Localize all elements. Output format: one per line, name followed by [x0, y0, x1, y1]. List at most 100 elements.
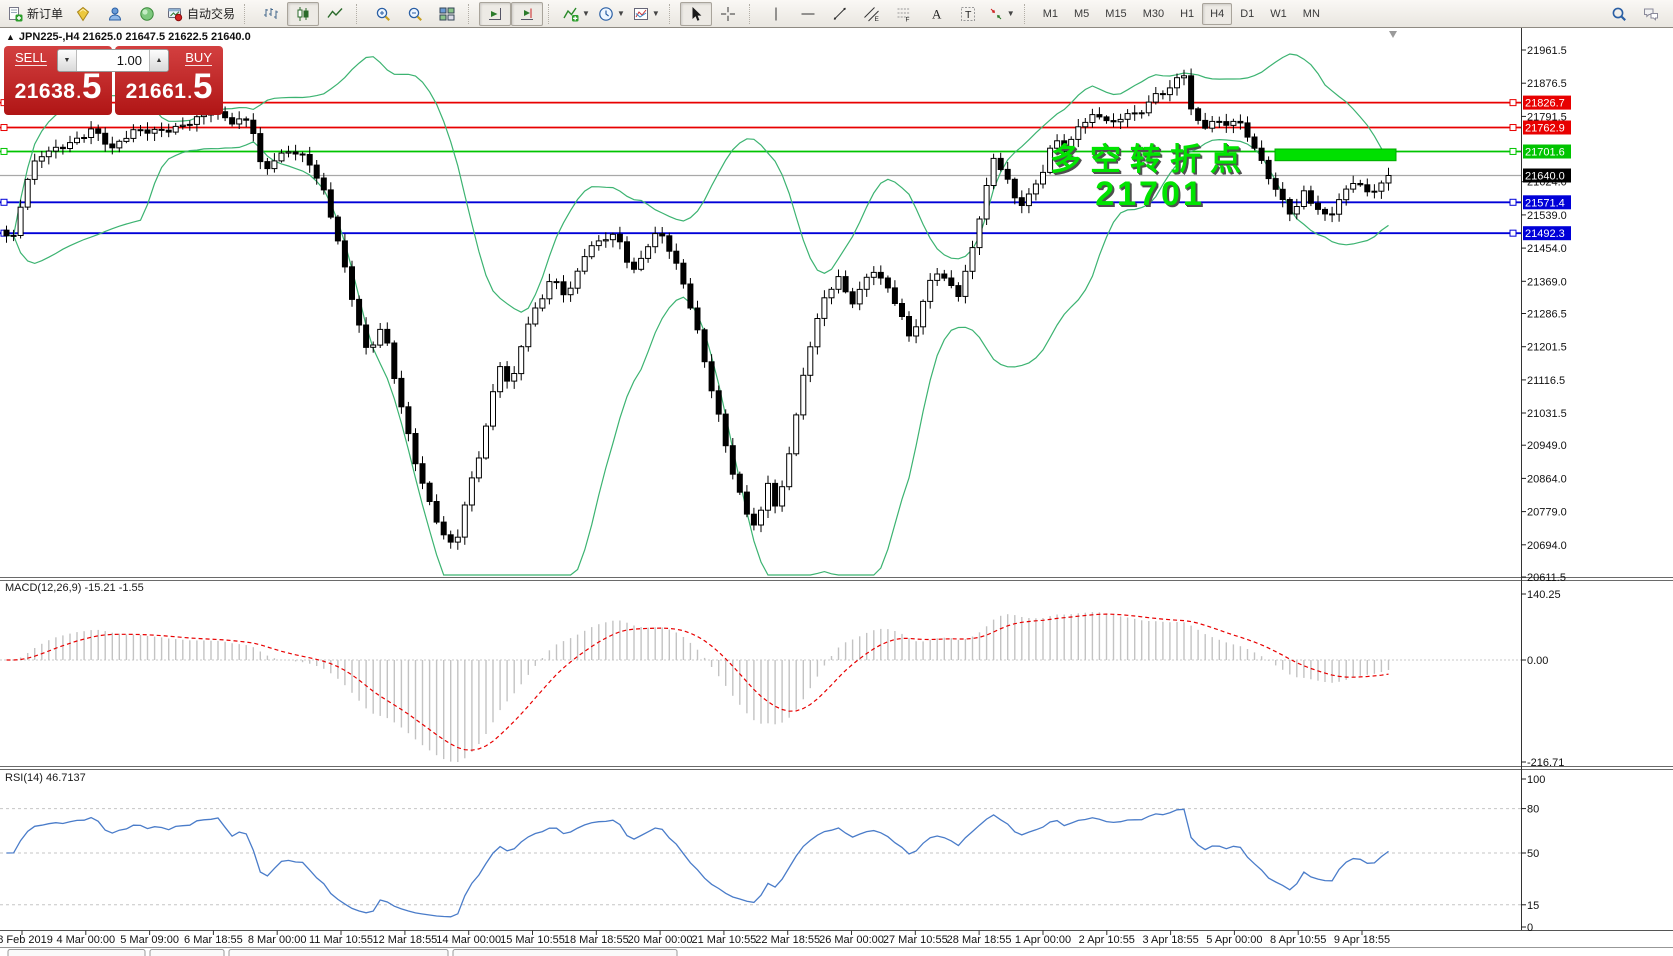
auto-trading-label: 自动交易: [187, 7, 236, 21]
auto-trading-button[interactable]: 自动交易: [163, 2, 239, 26]
trend-line-button[interactable]: [824, 2, 856, 26]
timeframe-mn-button[interactable]: MN: [1302, 7, 1320, 20]
timeframe-w1-button[interactable]: W1: [1270, 7, 1287, 20]
date-tick-label: 5 Mar 09:00: [120, 934, 179, 946]
support-zone-rect[interactable]: [1274, 148, 1397, 162]
chat-button[interactable]: [1635, 2, 1667, 26]
date-tick-label: 11 Mar 10:55: [309, 934, 373, 946]
robot-icon: [168, 7, 183, 21]
status-bar-segment: [7, 949, 146, 956]
vline-icon: [775, 7, 777, 20]
dropdown-arrow-icon[interactable]: ▼: [651, 9, 660, 18]
svg-text:E: E: [874, 16, 879, 22]
text-label-button[interactable]: T: [952, 2, 984, 26]
arrows-icon: [990, 8, 1002, 19]
status-bar-segment: [149, 949, 225, 956]
dropdown-arrow-icon[interactable]: ▼: [616, 9, 625, 18]
zoom-in-button[interactable]: [367, 2, 399, 26]
new-order-button[interactable]: 新订单: [3, 2, 67, 26]
date-tick-label: 21 Mar 10:55: [691, 934, 756, 946]
buy-price-main: 21661: [125, 80, 187, 103]
macd-histogram: [19, 612, 1390, 762]
volume-decrease-button[interactable]: ▼: [58, 50, 77, 71]
tline-icon: [833, 7, 846, 20]
one-click-trading-panel: SELL 21638.5 BUY 21661.5 ▼ ▲: [4, 46, 223, 115]
timeframe-m30-button[interactable]: M30: [1142, 7, 1165, 20]
date-tick-label: 1 Apr 00:00: [1015, 934, 1071, 946]
text-button[interactable]: A: [920, 2, 952, 26]
rsi-label: RSI(14) 46.7137: [5, 772, 86, 784]
timeframe-m5-button[interactable]: M5: [1074, 7, 1090, 20]
candlestick-chart-button[interactable]: [287, 1, 320, 26]
toolbar-separator: [244, 3, 251, 24]
dropdown-arrow-icon[interactable]: ▼: [582, 9, 590, 18]
crosshair-button[interactable]: [712, 2, 744, 26]
labelT-icon: T: [960, 6, 975, 21]
horizontal-line-21492.3[interactable]: [0, 229, 1521, 237]
volume-input[interactable]: [77, 50, 149, 71]
indicator-axes[interactable]: 140.25 0.00 -216.71 100 80 50 15 0: [1521, 589, 1564, 934]
chart-shift-button[interactable]: [511, 1, 544, 26]
timeframe-d1-button[interactable]: D1: [1240, 7, 1255, 20]
templates-button[interactable]: ▼: [629, 2, 664, 26]
sell-price-dot: .: [76, 85, 81, 102]
signals-button[interactable]: [131, 2, 163, 26]
timeframe-m15-button[interactable]: M15: [1105, 7, 1127, 20]
arrows-button[interactable]: ▼: [984, 2, 1019, 26]
clock-icon: [599, 6, 613, 21]
cursor-icon: [692, 6, 702, 21]
date-tick-label: 28 Feb 2019: [0, 934, 53, 946]
chartshift-icon: [521, 8, 534, 20]
dropdown-arrow-icon[interactable]: ▼: [1006, 9, 1015, 18]
textA-icon: A: [932, 6, 942, 21]
bollinger-upper-band[interactable]: [6, 53, 1389, 313]
price-tick-label: 21454.0: [1527, 243, 1567, 255]
horizontal-line-21762.9[interactable]: [0, 124, 1521, 132]
horizontal-line-21701.6[interactable]: [0, 147, 1521, 155]
cursor-button[interactable]: [679, 1, 712, 26]
equidistant-channel-button[interactable]: E: [856, 2, 888, 26]
auto-scroll-button[interactable]: [479, 1, 512, 26]
indicators-button[interactable]: ▼: [559, 2, 594, 26]
tile-windows-button[interactable]: [431, 2, 463, 26]
date-tick-label: 5 Apr 00:00: [1206, 934, 1262, 946]
date-tick-label: 20 Mar 00:00: [628, 934, 693, 946]
line-chart-button[interactable]: [319, 2, 351, 26]
price-badge-label: 21826.7: [1525, 98, 1565, 110]
periods-button[interactable]: ▼: [594, 2, 629, 26]
price-badges: 21826.7 21762.9 21701.6 21571.4 21492.3 21640…: [1523, 95, 1571, 241]
timeframe-h4-button[interactable]: H4: [1202, 2, 1233, 25]
price-axis[interactable]: 21961.521876.521791.521624.021539.021454…: [1521, 45, 1567, 584]
profile-button[interactable]: [99, 2, 131, 26]
timeframe-h1-button[interactable]: H1: [1180, 7, 1195, 20]
zoom-out-button[interactable]: [399, 2, 431, 26]
bar-chart-button[interactable]: [255, 2, 287, 26]
market-watch-button[interactable]: [67, 2, 99, 26]
buy-button[interactable]: BUY 21661. 5: [115, 46, 223, 115]
vertical-line-button[interactable]: [760, 2, 792, 26]
search-button[interactable]: [1603, 2, 1635, 26]
annotation-price: 21701: [1095, 174, 1205, 213]
bars-icon: [264, 7, 279, 19]
horizontal-line-21571.4[interactable]: [0, 198, 1521, 206]
date-tick-label: 15 Mar 10:55: [500, 934, 565, 946]
price-badge-label: 21571.4: [1525, 197, 1565, 209]
sell-price: 21638. 5: [4, 69, 112, 104]
horizontal-line-21826.7[interactable]: [0, 99, 1521, 107]
collapse-icon[interactable]: ▲: [6, 32, 15, 42]
volume-increase-button[interactable]: ▲: [149, 50, 168, 71]
chart-shift-marker[interactable]: [1389, 31, 1397, 38]
date-tick-label: 9 Apr 18:55: [1334, 934, 1390, 946]
chat-icon: [1644, 8, 1658, 21]
rsi-axis-label: 80: [1527, 804, 1539, 816]
chart-annotation[interactable]: 多空转折点 21701: [1018, 143, 1282, 213]
channel-icon: E: [863, 6, 879, 22]
horizontal-line-button[interactable]: [792, 2, 824, 26]
toolbar-separator: [468, 3, 475, 24]
fibonacci-button[interactable]: F: [888, 2, 920, 26]
macd-axis-label: 140.25: [1527, 589, 1561, 601]
timeframe-m1-button[interactable]: M1: [1042, 7, 1058, 20]
candles-icon: [297, 6, 309, 21]
